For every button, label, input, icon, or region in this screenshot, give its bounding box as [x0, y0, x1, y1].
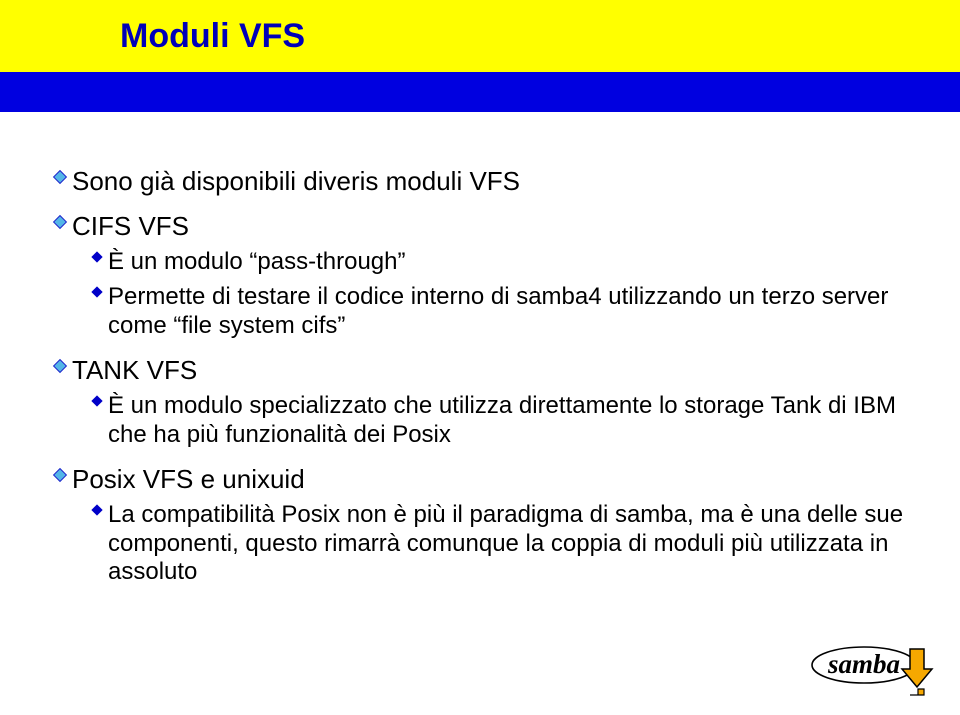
title-band: Moduli VFS — [0, 0, 960, 72]
diamond-bullet-icon — [86, 283, 108, 296]
bullet-text: TANK VFS — [72, 355, 920, 386]
bullet-text: La compatibilità Posix non è più il para… — [108, 501, 920, 587]
bullet-l2: Permette di testare il codice interno di… — [86, 283, 920, 341]
diamond-bullet-icon — [86, 392, 108, 405]
bullet-l1: Sono già disponibili diveris moduli VFS — [48, 166, 920, 197]
bullet-l2: È un modulo specializzato che utilizza d… — [86, 392, 920, 450]
diamond-bullet-icon — [86, 248, 108, 261]
square-bullet-icon — [48, 355, 72, 371]
logo-text: samba — [827, 649, 900, 679]
bullet-text: È un modulo specializzato che utilizza d… — [108, 392, 920, 450]
square-bullet-icon — [48, 166, 72, 182]
diamond-bullet-icon — [86, 501, 108, 514]
square-bullet-icon — [48, 211, 72, 227]
bullet-l1: Posix VFS e unixuid — [48, 464, 920, 495]
bullet-text: Posix VFS e unixuid — [72, 464, 920, 495]
bullet-l2: La compatibilità Posix non è più il para… — [86, 501, 920, 587]
bullet-l1: CIFS VFS — [48, 211, 920, 242]
slide-content: Sono già disponibili diveris moduli VFS … — [0, 112, 960, 587]
bullet-l2: È un modulo “pass-through” — [86, 248, 920, 277]
divider-band — [0, 72, 960, 112]
samba-logo: samba — [810, 643, 934, 701]
bullet-text: È un modulo “pass-through” — [108, 248, 920, 277]
bullet-text: CIFS VFS — [72, 211, 920, 242]
square-bullet-icon — [48, 464, 72, 480]
slide-title: Moduli VFS — [120, 17, 305, 56]
bullet-text: Permette di testare il codice interno di… — [108, 283, 920, 341]
bullet-l1: TANK VFS — [48, 355, 920, 386]
bullet-text: Sono già disponibili diveris moduli VFS — [72, 166, 920, 197]
